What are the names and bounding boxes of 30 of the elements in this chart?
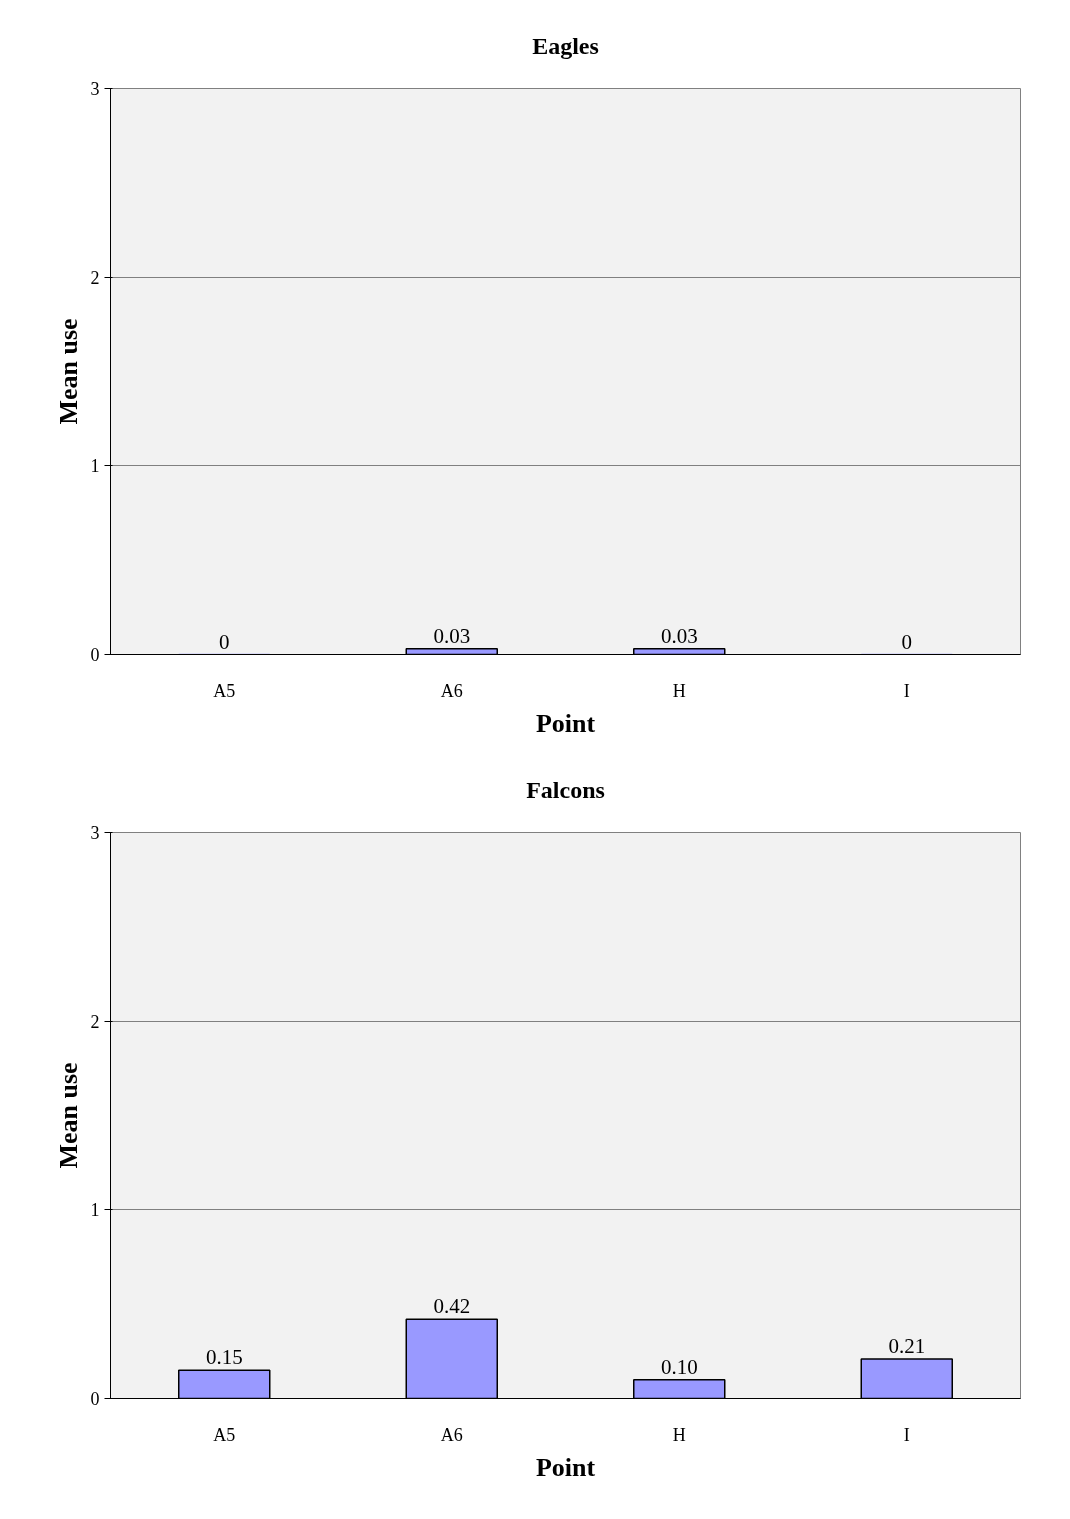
x-tick-label: I bbox=[903, 680, 910, 701]
y-axis-title: Mean use bbox=[53, 1062, 83, 1169]
data-label: 0 bbox=[219, 629, 230, 654]
x-tick-label: A6 bbox=[440, 1424, 463, 1445]
x-tick-label: H bbox=[672, 1424, 686, 1445]
chart-title: Falcons bbox=[526, 776, 605, 803]
x-tick-label: H bbox=[672, 680, 686, 701]
x-tick-label: I bbox=[903, 1424, 910, 1445]
data-label: 0.10 bbox=[660, 1354, 698, 1379]
y-tick-label: 2 bbox=[90, 1011, 100, 1032]
y-tick-label: 2 bbox=[90, 267, 100, 288]
x-axis-title: Point bbox=[535, 1452, 596, 1482]
data-label: 0.42 bbox=[433, 1294, 471, 1319]
y-tick-label: 3 bbox=[90, 823, 100, 843]
x-tick-label: A5 bbox=[213, 1424, 236, 1445]
data-label: 0.21 bbox=[888, 1333, 926, 1358]
x-tick-label: A6 bbox=[440, 680, 463, 701]
y-tick-label: 3 bbox=[90, 79, 100, 99]
y-tick-label: 0 bbox=[90, 645, 100, 665]
y-axis-title: Mean use bbox=[53, 318, 83, 425]
y-tick-label: 0 bbox=[90, 1389, 100, 1409]
x-tick-label: A5 bbox=[213, 680, 236, 701]
x-axis-title: Point bbox=[535, 708, 596, 738]
y-tick-label: 1 bbox=[90, 1200, 100, 1221]
data-label: 0.03 bbox=[433, 623, 471, 648]
data-label: 0.15 bbox=[205, 1345, 243, 1370]
y-tick-label: 1 bbox=[90, 456, 100, 477]
data-label: 0 bbox=[901, 629, 912, 654]
data-label: 0.03 bbox=[660, 623, 698, 648]
chart-title: Eagles bbox=[532, 32, 599, 59]
